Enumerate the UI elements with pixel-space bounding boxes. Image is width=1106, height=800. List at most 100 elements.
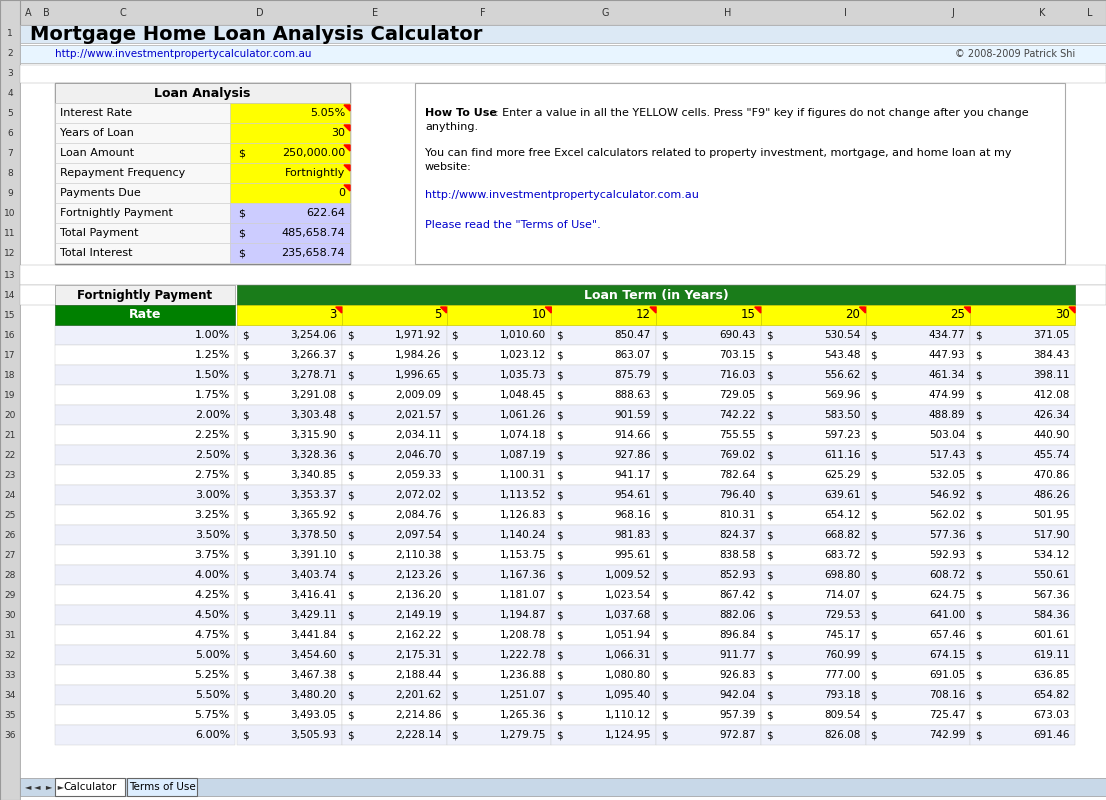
Text: $: $ bbox=[870, 510, 877, 520]
FancyBboxPatch shape bbox=[237, 305, 342, 325]
FancyBboxPatch shape bbox=[656, 565, 761, 585]
Text: $: $ bbox=[661, 610, 668, 620]
FancyBboxPatch shape bbox=[866, 685, 970, 705]
FancyBboxPatch shape bbox=[55, 525, 234, 545]
FancyBboxPatch shape bbox=[237, 485, 342, 505]
FancyBboxPatch shape bbox=[342, 305, 447, 325]
Text: 4.75%: 4.75% bbox=[195, 630, 230, 640]
Text: $: $ bbox=[870, 450, 877, 460]
Text: 729.53: 729.53 bbox=[824, 610, 860, 620]
FancyBboxPatch shape bbox=[447, 405, 551, 425]
FancyBboxPatch shape bbox=[20, 265, 1106, 285]
Polygon shape bbox=[545, 307, 551, 313]
Text: $: $ bbox=[975, 470, 982, 480]
Text: 4.25%: 4.25% bbox=[195, 590, 230, 600]
Text: 592.93: 592.93 bbox=[929, 550, 966, 560]
FancyBboxPatch shape bbox=[447, 425, 551, 445]
Text: $: $ bbox=[870, 430, 877, 440]
Text: $: $ bbox=[661, 690, 668, 700]
FancyBboxPatch shape bbox=[55, 243, 230, 263]
Text: 725.47: 725.47 bbox=[929, 710, 966, 720]
Text: $: $ bbox=[347, 670, 354, 680]
Text: 9: 9 bbox=[7, 189, 13, 198]
FancyBboxPatch shape bbox=[761, 645, 866, 665]
Text: 1,037.68: 1,037.68 bbox=[605, 610, 651, 620]
Polygon shape bbox=[344, 185, 349, 191]
Text: 1,051.94: 1,051.94 bbox=[605, 630, 651, 640]
FancyBboxPatch shape bbox=[55, 585, 234, 605]
Text: $: $ bbox=[975, 330, 982, 340]
Text: $: $ bbox=[975, 610, 982, 620]
FancyBboxPatch shape bbox=[656, 625, 761, 645]
Text: 3,340.85: 3,340.85 bbox=[291, 470, 336, 480]
FancyBboxPatch shape bbox=[970, 325, 1075, 345]
FancyBboxPatch shape bbox=[866, 305, 970, 325]
FancyBboxPatch shape bbox=[970, 605, 1075, 625]
Text: 639.61: 639.61 bbox=[824, 490, 860, 500]
Text: $: $ bbox=[975, 590, 982, 600]
Text: $: $ bbox=[451, 350, 458, 360]
Text: 2,059.33: 2,059.33 bbox=[395, 470, 441, 480]
Text: 543.48: 543.48 bbox=[824, 350, 860, 360]
FancyBboxPatch shape bbox=[761, 365, 866, 385]
FancyBboxPatch shape bbox=[447, 365, 551, 385]
Text: $: $ bbox=[975, 370, 982, 380]
FancyBboxPatch shape bbox=[866, 505, 970, 525]
FancyBboxPatch shape bbox=[237, 325, 342, 345]
Text: $: $ bbox=[556, 650, 563, 660]
FancyBboxPatch shape bbox=[866, 585, 970, 605]
FancyBboxPatch shape bbox=[55, 465, 234, 485]
Text: 4.00%: 4.00% bbox=[195, 570, 230, 580]
FancyBboxPatch shape bbox=[656, 445, 761, 465]
FancyBboxPatch shape bbox=[55, 565, 234, 585]
Text: $: $ bbox=[242, 550, 249, 560]
FancyBboxPatch shape bbox=[20, 45, 1106, 63]
Text: 1,996.65: 1,996.65 bbox=[395, 370, 441, 380]
Text: 17: 17 bbox=[4, 350, 15, 359]
Text: $: $ bbox=[347, 570, 354, 580]
Text: 1,167.36: 1,167.36 bbox=[500, 570, 546, 580]
Text: $: $ bbox=[347, 650, 354, 660]
Text: $: $ bbox=[870, 390, 877, 400]
Text: 742.22: 742.22 bbox=[719, 410, 755, 420]
FancyBboxPatch shape bbox=[761, 525, 866, 545]
Text: 2,097.54: 2,097.54 bbox=[395, 530, 441, 540]
FancyBboxPatch shape bbox=[761, 385, 866, 405]
Text: J: J bbox=[951, 8, 954, 18]
FancyBboxPatch shape bbox=[237, 365, 342, 385]
Text: $: $ bbox=[765, 530, 772, 540]
Text: 1,279.75: 1,279.75 bbox=[500, 730, 546, 740]
Text: : Enter a value in all the YELLOW cells. Press "F9" key if figures do not change: : Enter a value in all the YELLOW cells.… bbox=[495, 108, 1029, 118]
Text: 4.50%: 4.50% bbox=[195, 610, 230, 620]
Text: F: F bbox=[480, 8, 486, 18]
Text: 2,136.20: 2,136.20 bbox=[395, 590, 441, 600]
Text: 690.43: 690.43 bbox=[719, 330, 755, 340]
Text: $: $ bbox=[451, 690, 458, 700]
Text: $: $ bbox=[870, 410, 877, 420]
Text: 3,454.60: 3,454.60 bbox=[291, 650, 336, 660]
Text: Loan Analysis: Loan Analysis bbox=[155, 86, 251, 99]
Polygon shape bbox=[650, 307, 656, 313]
FancyBboxPatch shape bbox=[866, 445, 970, 465]
Text: $: $ bbox=[765, 590, 772, 600]
FancyBboxPatch shape bbox=[230, 123, 349, 143]
Text: 708.16: 708.16 bbox=[929, 690, 966, 700]
Text: $: $ bbox=[765, 470, 772, 480]
FancyBboxPatch shape bbox=[447, 545, 551, 565]
FancyBboxPatch shape bbox=[55, 665, 234, 685]
Text: 474.99: 474.99 bbox=[929, 390, 966, 400]
Text: Rate: Rate bbox=[128, 309, 161, 322]
Text: $: $ bbox=[975, 490, 982, 500]
FancyBboxPatch shape bbox=[970, 345, 1075, 365]
Text: 957.39: 957.39 bbox=[719, 710, 755, 720]
Text: http://www.investmentpropertycalculator.com.au: http://www.investmentpropertycalculator.… bbox=[425, 190, 699, 200]
Text: Fortnightly: Fortnightly bbox=[284, 168, 345, 178]
Text: 1,035.73: 1,035.73 bbox=[500, 370, 546, 380]
Text: $: $ bbox=[556, 570, 563, 580]
FancyBboxPatch shape bbox=[447, 325, 551, 345]
FancyBboxPatch shape bbox=[970, 405, 1075, 425]
Text: 32: 32 bbox=[4, 650, 15, 659]
Text: $: $ bbox=[451, 710, 458, 720]
Text: 691.05: 691.05 bbox=[929, 670, 966, 680]
Text: B: B bbox=[43, 8, 50, 18]
